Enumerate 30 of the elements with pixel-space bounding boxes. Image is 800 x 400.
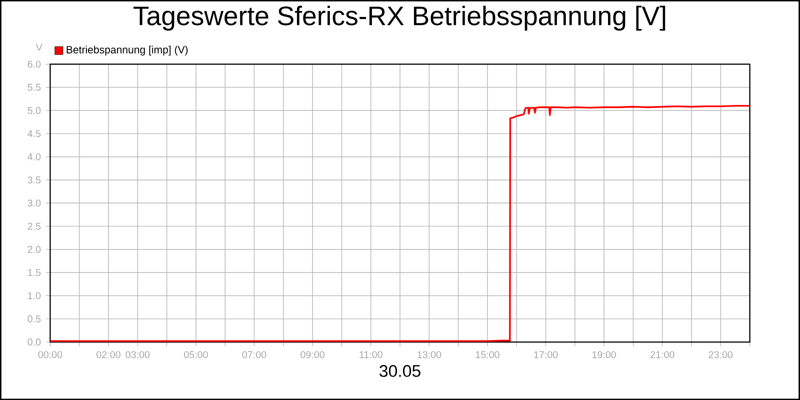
y-tick-label: 1.0 <box>28 292 41 300</box>
x-tick-label: 07:00 <box>242 351 266 358</box>
y-tick-label: 0.5 <box>28 315 41 322</box>
x-tick-label: 13:00 <box>418 351 442 358</box>
y-axis-title: V <box>36 44 42 51</box>
y-tick-label: 2.0 <box>28 246 41 253</box>
x-tick-label: 00:00 <box>38 351 62 358</box>
x-tick-label: 03:00 <box>126 351 150 358</box>
x-tick-label: 05:00 <box>184 351 208 358</box>
y-tick-label: 2.5 <box>28 222 41 230</box>
y-tick-label: 4.5 <box>28 130 41 137</box>
y-tick-label: 3.5 <box>28 176 41 184</box>
legend-label: Betriebspannung [imp] (V) <box>66 46 188 56</box>
y-tick-label: 0.0 <box>28 338 41 346</box>
x-axis-title: 30.05 <box>380 364 420 377</box>
x-tick-label: 19:00 <box>592 351 616 358</box>
x-tick-label: 11:00 <box>360 351 382 358</box>
x-tick-label: 02:00 <box>96 351 120 358</box>
y-tick-label: 3.0 <box>28 200 41 206</box>
chart-title: Tageswerte Sferics-RX Betriebsspannung [V] <box>134 6 666 31</box>
x-tick-label: 17:00 <box>534 351 558 358</box>
x-tick-label: 23:00 <box>708 351 733 358</box>
x-tick-label: 15:00 <box>476 351 500 358</box>
y-tick-label: 6.0 <box>28 60 41 68</box>
y-tick-label: 5.5 <box>28 84 41 91</box>
y-tick-label: 4.0 <box>28 153 41 160</box>
y-tick-label: 1.5 <box>28 269 41 276</box>
y-tick-label: 5.0 <box>28 106 41 114</box>
x-tick-label: 21:00 <box>650 351 674 358</box>
x-tick-label: 09:00 <box>300 351 324 358</box>
